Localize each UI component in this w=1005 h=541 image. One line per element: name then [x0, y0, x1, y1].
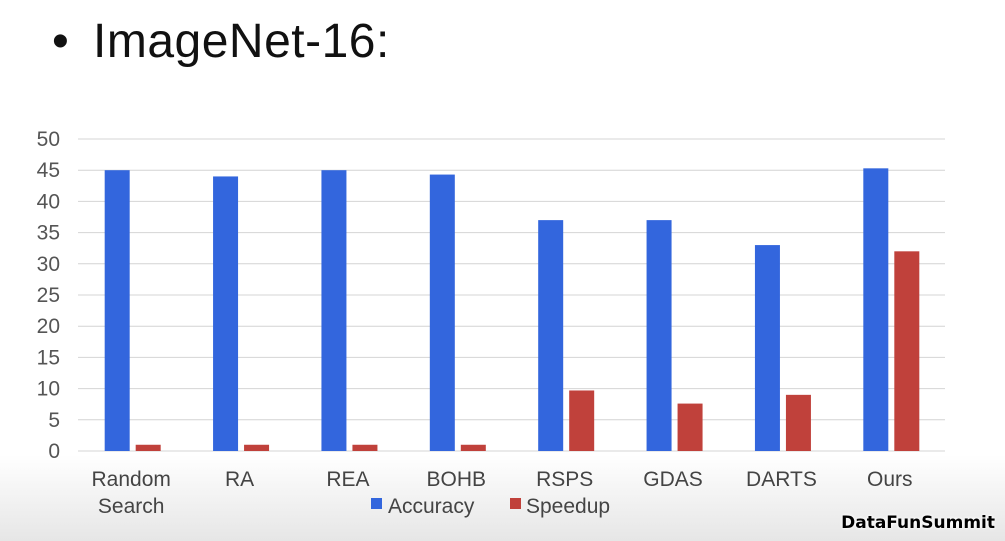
speedup-bar: [135, 444, 161, 451]
accuracy-bar: [646, 220, 672, 451]
watermark: DataFunSummit: [841, 513, 995, 533]
legend-label-accuracy: Accuracy: [388, 495, 475, 518]
y-tick-label: 10: [37, 378, 60, 401]
legend-label-speedup: Speedup: [526, 495, 610, 518]
x-tick-label: Ours: [867, 468, 913, 491]
y-tick-label: 0: [48, 440, 60, 463]
x-tick-label: RSPS: [536, 468, 593, 491]
accuracy-bar: [213, 176, 239, 451]
accuracy-bar: [321, 170, 347, 451]
accuracy-bar: [538, 220, 564, 451]
x-tick-label: GDAS: [643, 468, 703, 491]
accuracy-bar: [104, 170, 130, 451]
legend-swatch-speedup: [510, 498, 521, 509]
speedup-bar: [460, 444, 486, 451]
legend-swatch-accuracy: [371, 498, 382, 509]
y-tick-label: 40: [37, 190, 60, 213]
slide-title: ImageNet-16:: [93, 15, 390, 68]
speedup-bar: [569, 390, 595, 451]
x-tick-label: REA: [326, 468, 369, 491]
x-tick-label: Random Search: [91, 468, 170, 518]
y-tick-label: 35: [37, 222, 60, 245]
bullet-marker: •: [52, 15, 69, 68]
x-tick-label: RA: [225, 468, 254, 491]
x-tick-label: DARTS: [746, 468, 817, 491]
accuracy-bar: [429, 174, 455, 451]
y-tick-label: 15: [37, 346, 60, 369]
accuracy-bar: [754, 245, 780, 451]
speedup-bar: [677, 403, 703, 451]
y-tick-label: 20: [37, 315, 60, 338]
speedup-bar: [352, 444, 378, 451]
speedup-bar: [785, 394, 811, 451]
speedup-bar: [244, 444, 270, 451]
x-tick-label: BOHB: [427, 468, 487, 491]
y-tick-label: 25: [37, 284, 60, 307]
speedup-bar: [894, 251, 920, 451]
y-tick-label: 5: [48, 409, 60, 432]
bottom-shade: [0, 455, 1005, 541]
y-tick-label: 50: [37, 128, 60, 151]
accuracy-bar: [863, 168, 889, 451]
y-tick-label: 45: [37, 159, 60, 182]
y-tick-label: 30: [37, 253, 60, 276]
